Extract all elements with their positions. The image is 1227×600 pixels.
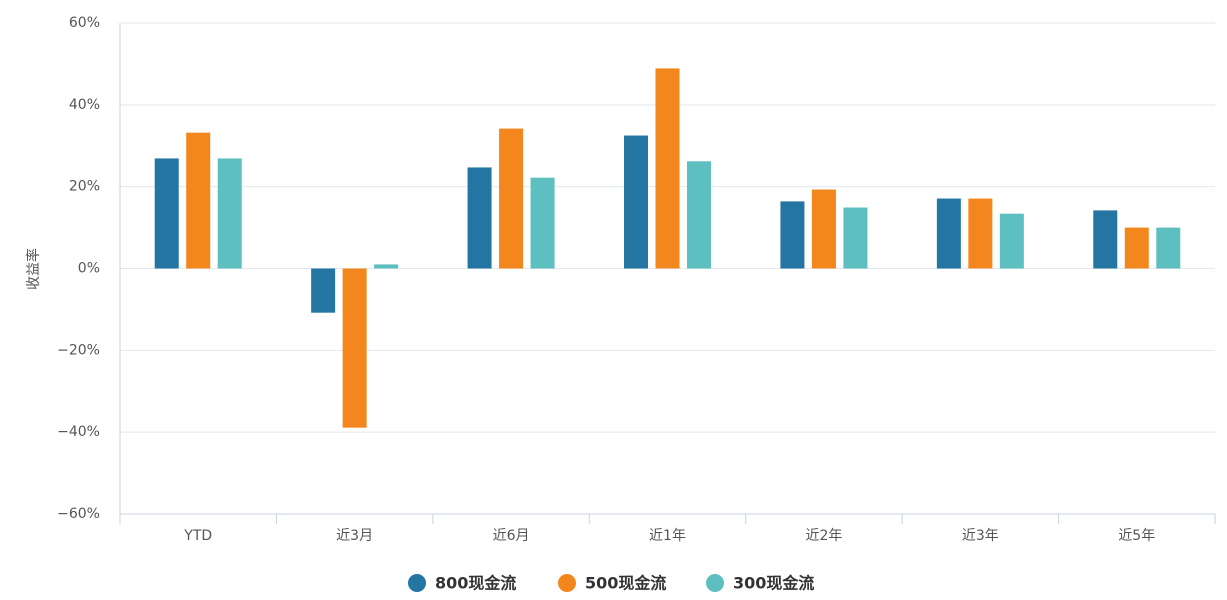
bar [499, 128, 524, 269]
bar [968, 198, 993, 269]
bar [936, 198, 961, 269]
legend-marker [408, 574, 426, 592]
bar [342, 268, 367, 428]
y-tick-label: 20% [69, 179, 100, 195]
bar [843, 207, 868, 269]
bar [1093, 210, 1118, 269]
bar [687, 161, 711, 269]
y-tick-label: −60% [57, 506, 100, 522]
x-tick-label: 近3年 [962, 528, 999, 544]
bar [1156, 227, 1181, 269]
bar [186, 132, 211, 269]
legend-marker [558, 574, 576, 592]
bar [1124, 227, 1149, 269]
bar [311, 268, 336, 313]
bar [217, 158, 242, 269]
x-tick-label: 近5年 [1118, 528, 1155, 544]
bar [374, 264, 399, 269]
y-tick-label: 0% [78, 261, 100, 277]
bar [999, 213, 1024, 269]
legend-marker [706, 574, 724, 592]
bar [780, 201, 805, 269]
bar [655, 68, 680, 269]
x-tick-label: 近2年 [805, 528, 842, 544]
y-tick-label: −20% [57, 342, 100, 358]
legend-text: 800现金流 [435, 574, 516, 593]
bar [811, 189, 836, 269]
x-tick-label: 近6月 [493, 528, 530, 544]
x-tick-label: 近1年 [649, 528, 686, 544]
y-tick-label: −40% [57, 424, 100, 440]
bar [530, 177, 555, 269]
bar [624, 135, 648, 269]
bar [154, 158, 179, 269]
y-tick-label: 40% [69, 97, 100, 113]
legend-text: 500现金流 [585, 574, 666, 593]
y-axis-title: 收益率 [25, 248, 42, 290]
x-tick-label: 近3月 [336, 528, 373, 544]
y-tick-label: 60% [69, 15, 100, 31]
x-tick-label: YTD [183, 528, 212, 544]
legend-text: 300现金流 [733, 574, 814, 593]
bar [467, 167, 492, 269]
